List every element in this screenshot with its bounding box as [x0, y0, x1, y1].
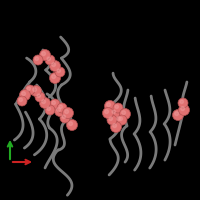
Circle shape: [54, 106, 66, 116]
Circle shape: [112, 110, 116, 114]
Circle shape: [45, 105, 55, 115]
Circle shape: [180, 100, 184, 104]
Circle shape: [104, 100, 116, 112]
Circle shape: [113, 103, 123, 113]
Circle shape: [59, 105, 62, 108]
Circle shape: [42, 52, 46, 56]
Circle shape: [109, 117, 112, 120]
Circle shape: [33, 55, 43, 65]
Circle shape: [62, 108, 74, 118]
Circle shape: [107, 115, 117, 125]
Circle shape: [35, 92, 45, 102]
Circle shape: [66, 119, 78, 130]
Circle shape: [107, 103, 111, 107]
Circle shape: [57, 108, 61, 112]
Circle shape: [30, 86, 42, 97]
Circle shape: [27, 87, 30, 90]
Circle shape: [52, 101, 56, 104]
Circle shape: [55, 67, 65, 77]
Circle shape: [65, 110, 69, 114]
Circle shape: [50, 72, 60, 84]
Circle shape: [42, 100, 46, 104]
Circle shape: [122, 111, 126, 115]
Circle shape: [178, 98, 188, 108]
Circle shape: [20, 90, 30, 100]
Circle shape: [113, 124, 117, 128]
Circle shape: [120, 108, 130, 119]
Circle shape: [117, 117, 121, 121]
Circle shape: [52, 75, 56, 79]
Circle shape: [172, 110, 184, 120]
Circle shape: [47, 57, 50, 60]
Circle shape: [175, 112, 179, 116]
Circle shape: [52, 63, 56, 67]
Circle shape: [40, 49, 50, 60]
Circle shape: [40, 98, 50, 108]
Circle shape: [117, 115, 127, 125]
Circle shape: [114, 114, 126, 126]
Circle shape: [57, 69, 60, 72]
Circle shape: [57, 103, 67, 113]
Circle shape: [19, 98, 22, 102]
Circle shape: [45, 55, 55, 65]
Circle shape: [181, 107, 185, 111]
Circle shape: [47, 107, 50, 110]
Circle shape: [110, 108, 120, 118]
Circle shape: [115, 105, 118, 108]
Circle shape: [119, 117, 122, 120]
Circle shape: [22, 92, 26, 96]
Circle shape: [60, 113, 70, 123]
Circle shape: [179, 104, 190, 116]
Circle shape: [50, 60, 60, 72]
Circle shape: [50, 99, 60, 109]
Circle shape: [33, 88, 37, 92]
Circle shape: [35, 57, 38, 60]
Circle shape: [105, 110, 109, 114]
Circle shape: [25, 85, 35, 95]
Circle shape: [69, 122, 73, 126]
Circle shape: [37, 94, 40, 98]
Circle shape: [110, 121, 122, 132]
Circle shape: [62, 115, 66, 118]
Circle shape: [17, 96, 27, 106]
Circle shape: [102, 108, 114, 118]
